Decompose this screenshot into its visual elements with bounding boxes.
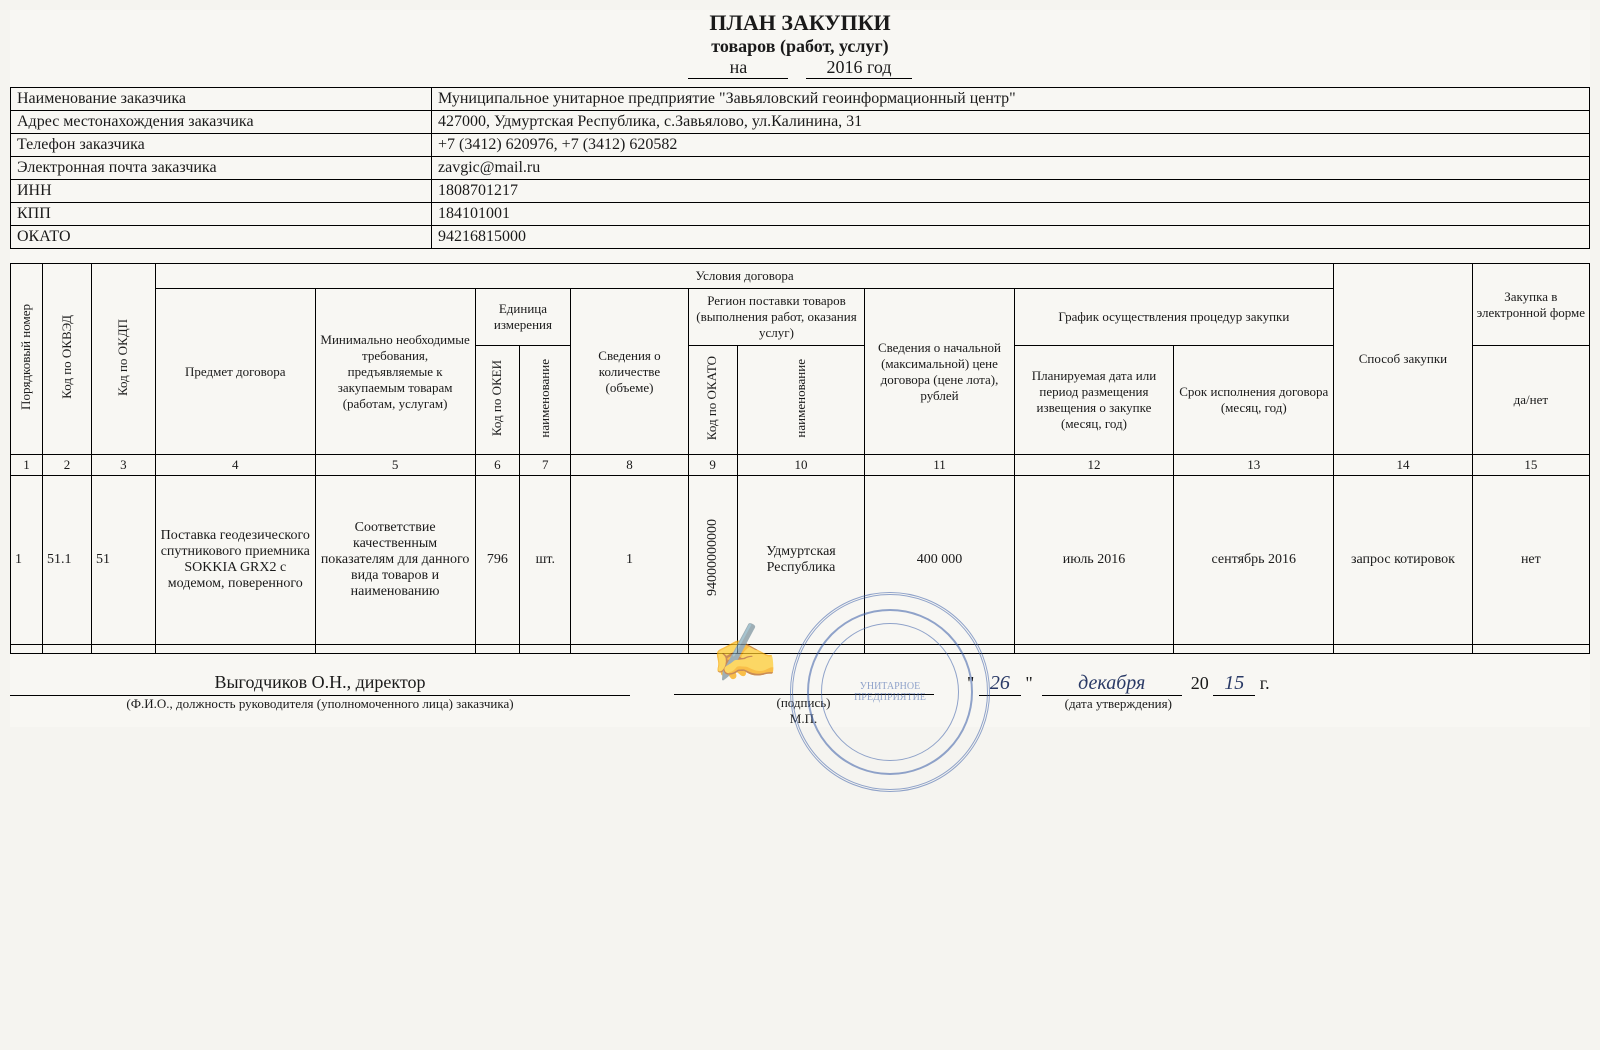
info-row: ИНН1808701217	[11, 180, 1590, 203]
signature-block: Выгодчиков О.Н., директор (Ф.И.О., должн…	[10, 672, 1590, 727]
info-value: Муниципальное унитарное предприятие "Зав…	[432, 88, 1590, 111]
cell-execdate: сентябрь 2016	[1174, 476, 1334, 645]
h-region: Регион поставки товаров (выполнения рабо…	[688, 289, 865, 346]
info-row: Электронная почта заказчикаzavgic@mail.r…	[11, 157, 1590, 180]
h-method: Способ закупки	[1334, 264, 1473, 455]
title-year: 2016 год	[806, 57, 911, 79]
h-plan-date: Планируемая дата или период размещения и…	[1014, 346, 1174, 455]
info-value: 1808701217	[432, 180, 1590, 203]
cell-minreq: Соответствие качественным показателям дл…	[315, 476, 475, 645]
h-ord-num: Порядковый номер	[11, 264, 43, 455]
cell-okdp: 51	[91, 476, 155, 645]
col-number: 5	[315, 455, 475, 476]
title-year-line: на 2016 год	[10, 57, 1590, 79]
info-value: 184101001	[432, 203, 1590, 226]
info-value: zavgic@mail.ru	[432, 157, 1590, 180]
cell-electronic: нет	[1472, 476, 1589, 645]
col-number: 8	[571, 455, 688, 476]
h-unit: Единица измерения	[475, 289, 571, 346]
info-label: Электронная почта заказчика	[11, 157, 432, 180]
info-label: ИНН	[11, 180, 432, 203]
info-label: КПП	[11, 203, 432, 226]
cell-price: 400 000	[865, 476, 1014, 645]
column-number-row: 123456789101112131415	[11, 455, 1590, 476]
col-number: 10	[737, 455, 865, 476]
procurement-plan-table: Порядковый номер Код по ОКВЭД Код по ОКД…	[10, 263, 1590, 654]
signer-sub: (Ф.И.О., должность руководителя (уполном…	[10, 696, 630, 712]
col-number: 15	[1472, 455, 1589, 476]
info-label: Адрес местонахождения заказчика	[11, 111, 432, 134]
h-electronic: Закупка в электронной форме	[1472, 264, 1589, 346]
signature-sub2: М.П.	[674, 711, 934, 727]
signer-name: Выгодчиков О.Н., директор	[10, 672, 630, 696]
h-yesno: да/нет	[1472, 346, 1589, 455]
date-yy: 15	[1213, 672, 1255, 696]
col-number: 9	[688, 455, 737, 476]
col-number: 3	[91, 455, 155, 476]
empty-row	[11, 645, 1590, 654]
signer-name-block: Выгодчиков О.Н., директор (Ф.И.О., должн…	[10, 672, 630, 712]
date-day: 26	[979, 672, 1021, 696]
col-number: 12	[1014, 455, 1174, 476]
col-number: 14	[1334, 455, 1473, 476]
handwritten-signature-icon: ✍	[706, 618, 781, 690]
info-row: ОКАТО94216815000	[11, 226, 1590, 249]
col-number: 1	[11, 455, 43, 476]
info-row: КПП184101001	[11, 203, 1590, 226]
cell-ord: 1	[11, 476, 43, 645]
h-contract-terms: Условия договора	[155, 264, 1333, 289]
info-label: Телефон заказчика	[11, 134, 432, 157]
cell-method: запрос котировок	[1334, 476, 1473, 645]
col-number: 7	[520, 455, 571, 476]
title-sub: товаров (работ, услуг)	[10, 36, 1590, 57]
date-month: декабря	[1042, 672, 1182, 696]
cell-okei: 796	[475, 476, 520, 645]
table-row: 1 51.1 51 Поставка геодезического спутни…	[11, 476, 1590, 645]
info-row: Наименование заказчикаМуниципальное унит…	[11, 88, 1590, 111]
h-exec-date: Срок исполнения договора (месяц, год)	[1174, 346, 1334, 455]
date-sub: (дата утверждения)	[967, 696, 1270, 712]
cell-okato: 94000000000	[688, 476, 737, 645]
info-label: ОКАТО	[11, 226, 432, 249]
h-okato: Код по ОКАТО	[688, 346, 737, 455]
cell-qty: 1	[571, 476, 688, 645]
info-value: 94216815000	[432, 226, 1590, 249]
h-schedule: График осуществления процедур закупки	[1014, 289, 1334, 346]
h-min-req: Минимально необходимые требования, предъ…	[315, 289, 475, 455]
customer-info-table: Наименование заказчикаМуниципальное унит…	[10, 87, 1590, 249]
h-unit-name: наименование	[520, 346, 571, 455]
title-na: на	[688, 57, 788, 79]
col-number: 11	[865, 455, 1014, 476]
h-okdp: Код по ОКДП	[91, 264, 155, 455]
h-subject: Предмет договора	[155, 289, 315, 455]
cell-unitname: шт.	[520, 476, 571, 645]
h-okei: Код по ОКЕИ	[475, 346, 520, 455]
approval-date: " 26 " декабря 20 15 г. (дата утверждени…	[967, 672, 1270, 712]
document-page: ПЛАН ЗАКУПКИ товаров (работ, услуг) на 2…	[10, 10, 1590, 727]
h-qty: Сведения о количестве (объеме)	[571, 289, 688, 455]
info-row: Телефон заказчика+7 (3412) 620976, +7 (3…	[11, 134, 1590, 157]
info-value: +7 (3412) 620976, +7 (3412) 620582	[432, 134, 1590, 157]
date-yy-prefix: 20	[1191, 673, 1209, 693]
info-row: Адрес местонахождения заказчика427000, У…	[11, 111, 1590, 134]
info-label: Наименование заказчика	[11, 88, 432, 111]
h-okved: Код по ОКВЭД	[42, 264, 91, 455]
info-value: 427000, Удмуртская Республика, с.Завьяло…	[432, 111, 1590, 134]
cell-plandate: июль 2016	[1014, 476, 1174, 645]
h-price: Сведения о начальной (максимальной) цене…	[865, 289, 1014, 455]
col-number: 4	[155, 455, 315, 476]
signature-sub1: (подпись)	[674, 695, 934, 711]
col-number: 13	[1174, 455, 1334, 476]
cell-subject: Поставка геодезического спутникового при…	[155, 476, 315, 645]
h-region-name: наименование	[737, 346, 865, 455]
col-number: 2	[42, 455, 91, 476]
cell-okved: 51.1	[42, 476, 91, 645]
title-block: ПЛАН ЗАКУПКИ товаров (работ, услуг) на 2…	[10, 10, 1590, 79]
date-yy-suffix: г.	[1260, 673, 1270, 693]
col-number: 6	[475, 455, 520, 476]
title-main: ПЛАН ЗАКУПКИ	[10, 10, 1590, 36]
